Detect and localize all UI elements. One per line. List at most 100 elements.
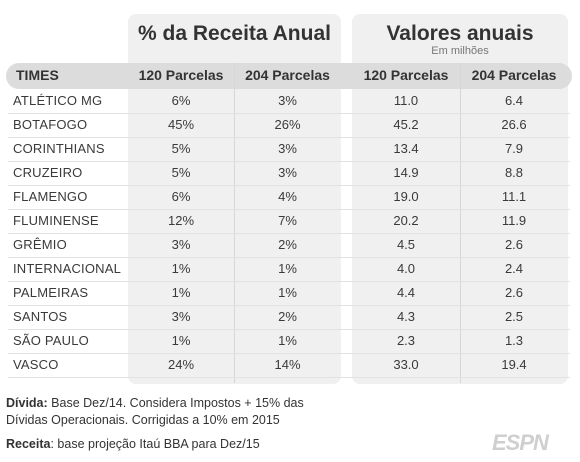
val-120-value: 2.3	[396, 333, 416, 348]
team-name: BOTAFOGO	[13, 117, 88, 132]
team-name: ATLÉTICO MG	[13, 93, 103, 108]
header-val-204: 204 Parcelas	[471, 67, 557, 83]
team-name: FLAMENGO	[13, 189, 88, 204]
val-204-value: 2.4	[504, 261, 524, 276]
pct-204-value: 3%	[278, 141, 297, 156]
row-divider	[8, 281, 570, 282]
val-204-value: 11.9	[501, 213, 527, 228]
pct-120-value: 1%	[171, 333, 191, 348]
pct-204-value: 26%	[274, 117, 301, 132]
row-divider	[8, 137, 570, 138]
val-204-value: 7.9	[504, 141, 524, 156]
table-row: FLUMINENSE 12% 7% 20.2 11.9	[0, 210, 580, 234]
pct-120-value: 5%	[171, 165, 191, 180]
team-name: CORINTHIANS	[13, 141, 105, 156]
val-204-value: 2.5	[504, 309, 524, 324]
team-name: SÃO PAULO	[13, 333, 89, 348]
pct-120-value: 6%	[171, 189, 191, 204]
val-120-value: 11.0	[393, 93, 419, 108]
table-row: PALMEIRAS 1% 1% 4.4 2.6	[0, 282, 580, 306]
pct-204-value: 1%	[278, 285, 297, 300]
team-name: PALMEIRAS	[13, 285, 89, 300]
team-name: GRÊMIO	[13, 237, 67, 252]
note-receita: Receita: base projeção Itaú BBA para Dez…	[6, 436, 260, 453]
header-pct-120: 120 Parcelas	[138, 67, 224, 83]
row-divider	[8, 257, 570, 258]
table-row: BOTAFOGO 45% 26% 45.2 26.6	[0, 114, 580, 138]
table-row: ATLÉTICO MG 6% 3% 11.0 6.4	[0, 90, 580, 114]
row-divider	[8, 185, 570, 186]
percent-group-title: % da Receita Anual	[138, 22, 331, 45]
table-row: INTERNACIONAL 1% 1% 4.0 2.4	[0, 258, 580, 282]
note-divida-label: Dívida:	[6, 396, 48, 410]
table-row: FLAMENGO 6% 4% 19.0 11.1	[0, 186, 580, 210]
pct-120-value: 1%	[171, 261, 191, 276]
table-row: VASCO 24% 14% 33.0 19.4	[0, 354, 580, 378]
team-name: INTERNACIONAL	[13, 261, 122, 276]
header-pct-204: 204 Parcelas	[245, 67, 330, 83]
team-name: CRUZEIRO	[13, 165, 83, 180]
values-column-divider	[460, 63, 461, 383]
pct-204-value: 4%	[278, 189, 297, 204]
pct-204-value: 7%	[278, 213, 297, 228]
row-divider	[8, 209, 570, 210]
header-times: TIMES	[16, 67, 59, 83]
table-row: GRÊMIO 3% 2% 4.5 2.6	[0, 234, 580, 258]
val-204-value: 2.6	[504, 285, 524, 300]
table-row: SÃO PAULO 1% 1% 2.3 1.3	[0, 330, 580, 354]
row-divider	[8, 233, 570, 234]
pct-204-value: 3%	[278, 165, 297, 180]
team-name: VASCO	[13, 357, 59, 372]
row-divider	[8, 329, 570, 330]
val-204-value: 6.4	[504, 93, 524, 108]
pct-120-value: 45%	[167, 117, 195, 132]
val-204-value: 26.6	[501, 117, 527, 132]
row-divider	[8, 305, 570, 306]
row-divider	[8, 113, 570, 114]
pct-120-value: 6%	[171, 93, 191, 108]
val-120-value: 4.4	[396, 285, 416, 300]
pct-204-value: 2%	[278, 309, 297, 324]
pct-120-value: 5%	[171, 141, 191, 156]
percent-column-divider	[234, 63, 235, 383]
val-204-value: 11.1	[501, 189, 527, 204]
note-receita-label: Receita	[6, 437, 51, 451]
row-divider	[8, 353, 570, 354]
val-120-value: 13.4	[393, 141, 419, 156]
val-120-value: 4.0	[396, 261, 416, 276]
note-divida: Dívida: Base Dez/14. Considera Impostos …	[6, 395, 336, 429]
val-204-value: 8.8	[504, 165, 524, 180]
pct-120-value: 24%	[167, 357, 195, 372]
pct-204-value: 1%	[278, 261, 297, 276]
table-row: CORINTHIANS 5% 3% 13.4 7.9	[0, 138, 580, 162]
table-row: CRUZEIRO 5% 3% 14.9 8.8	[0, 162, 580, 186]
pct-120-value: 1%	[171, 285, 191, 300]
val-204-value: 1.3	[504, 333, 524, 348]
val-120-value: 14.9	[393, 165, 419, 180]
val-204-value: 19.4	[501, 357, 527, 372]
pct-120-value: 3%	[171, 309, 191, 324]
team-name: FLUMINENSE	[13, 213, 99, 228]
val-120-value: 45.2	[393, 117, 419, 132]
val-120-value: 4.5	[396, 237, 416, 252]
val-120-value: 19.0	[393, 189, 419, 204]
row-divider	[8, 161, 570, 162]
val-120-value: 4.3	[396, 309, 416, 324]
table-header-bar	[6, 63, 572, 89]
pct-204-value: 14%	[274, 357, 301, 372]
header-val-120: 120 Parcelas	[363, 67, 449, 83]
val-204-value: 2.6	[504, 237, 524, 252]
values-group-subtitle: Em milhões	[431, 45, 489, 57]
val-120-value: 20.2	[393, 213, 419, 228]
val-120-value: 33.0	[393, 357, 419, 372]
row-divider	[8, 377, 570, 378]
pct-204-value: 2%	[278, 237, 297, 252]
note-receita-text: : base projeção Itaú BBA para Dez/15	[50, 437, 260, 451]
pct-120-value: 3%	[171, 237, 191, 252]
note-divida-text: Base Dez/14. Considera Impostos + 15% da…	[6, 396, 304, 427]
values-group-title: Valores anuais	[386, 22, 534, 45]
pct-120-value: 12%	[167, 213, 195, 228]
team-name: SANTOS	[13, 309, 68, 324]
table-row: SANTOS 3% 2% 4.3 2.5	[0, 306, 580, 330]
espn-logo: ESPN	[492, 430, 549, 455]
